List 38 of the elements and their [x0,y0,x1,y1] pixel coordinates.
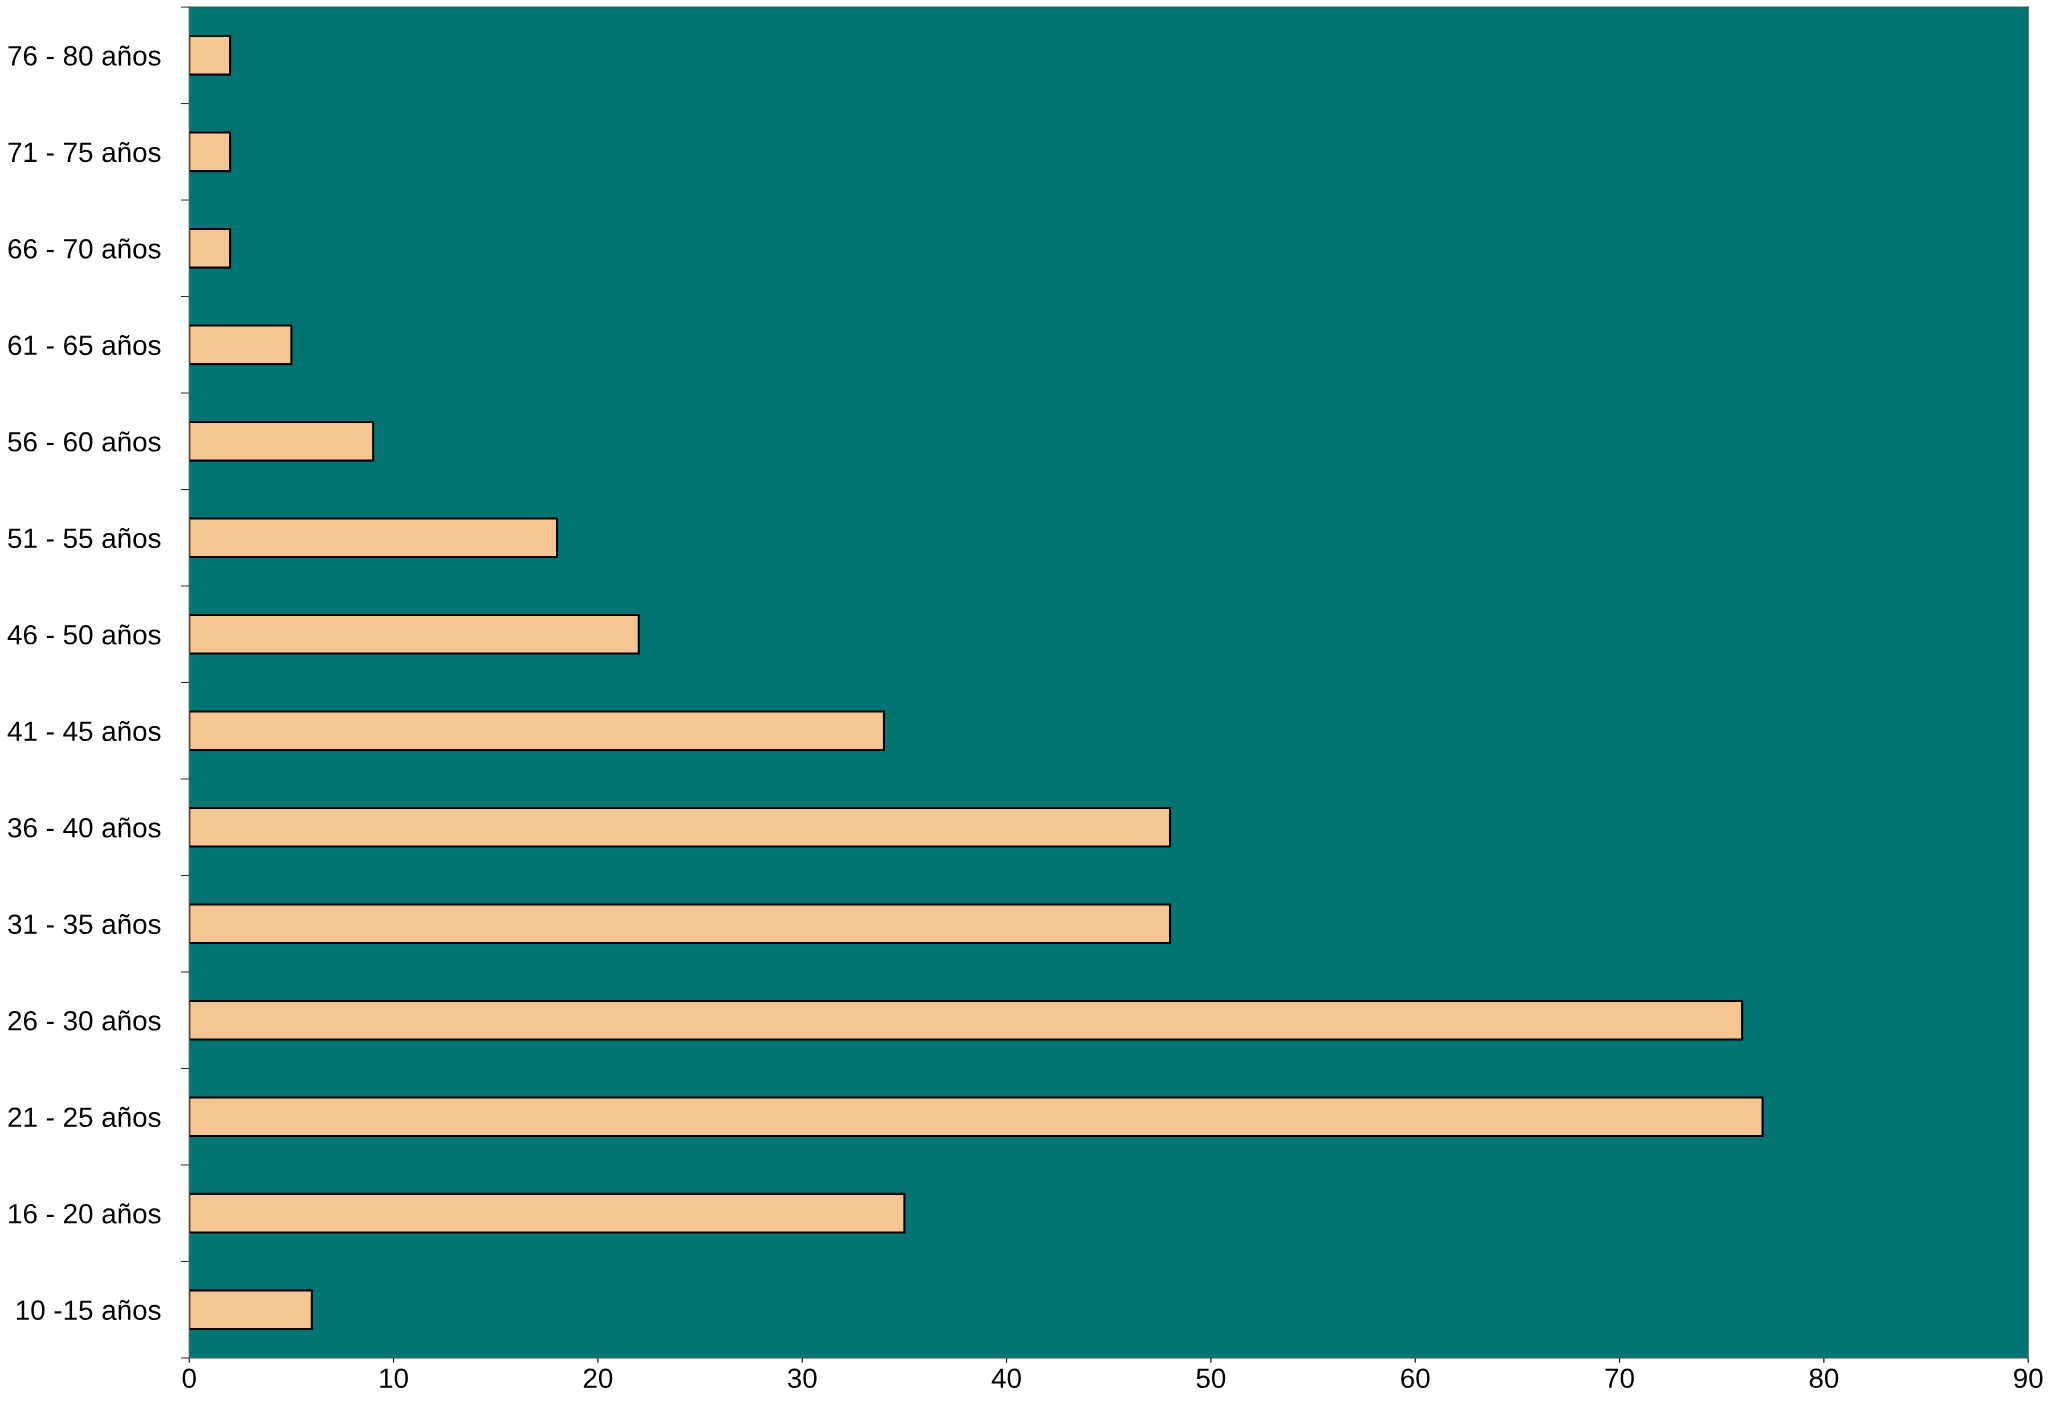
bar [189,517,559,559]
x-tick-label: 80 [1809,1368,1839,1389]
x-tick-label: 40 [991,1368,1021,1389]
y-tick-label: 26 - 30 años [8,1010,161,1031]
bar [189,903,1172,945]
bar [189,34,232,76]
x-tick-label: 20 [583,1368,613,1389]
bar [189,999,1744,1041]
bar [189,710,885,752]
bar [189,1192,906,1234]
y-tick-label: 76 - 80 años [8,45,161,66]
y-tick-label: 46 - 50 años [7,624,161,645]
x-tick-label: 50 [1196,1368,1226,1389]
x-tick-label: 30 [787,1368,817,1389]
bar [189,613,640,655]
y-tick-label: 10 -15 años [16,1299,161,1321]
y-tick-label: 21 - 25 años [8,1106,161,1128]
bar [189,1096,1764,1138]
x-tick-label: 0 [182,1368,196,1389]
bar [189,1289,313,1331]
bar [189,227,232,269]
bar [189,324,293,366]
x-tick-label: 10 [380,1368,408,1389]
y-tick-label: 31 - 35 años [8,913,161,935]
x-tick-label: 70 [1605,1368,1634,1389]
y-tick-label: 61 - 65 años [8,334,161,356]
y-tick-label: 51 - 55 años [8,527,161,549]
bar [189,420,375,462]
y-tick-label: 66 - 70 años [8,238,161,259]
y-tick-label: 56 - 60 años [8,431,161,452]
y-tick-label: 36 - 40 años [8,817,161,838]
y-tick-label: 41 - 45 años [7,720,161,742]
x-tick-label: 90 [2014,1368,2043,1389]
bar [189,806,1172,848]
bar [189,131,232,173]
y-tick-label: 16 - 20 años [9,1203,161,1224]
y-tick-label: 71 - 75 años [8,141,161,163]
x-tick-label: 60 [1401,1368,1430,1389]
